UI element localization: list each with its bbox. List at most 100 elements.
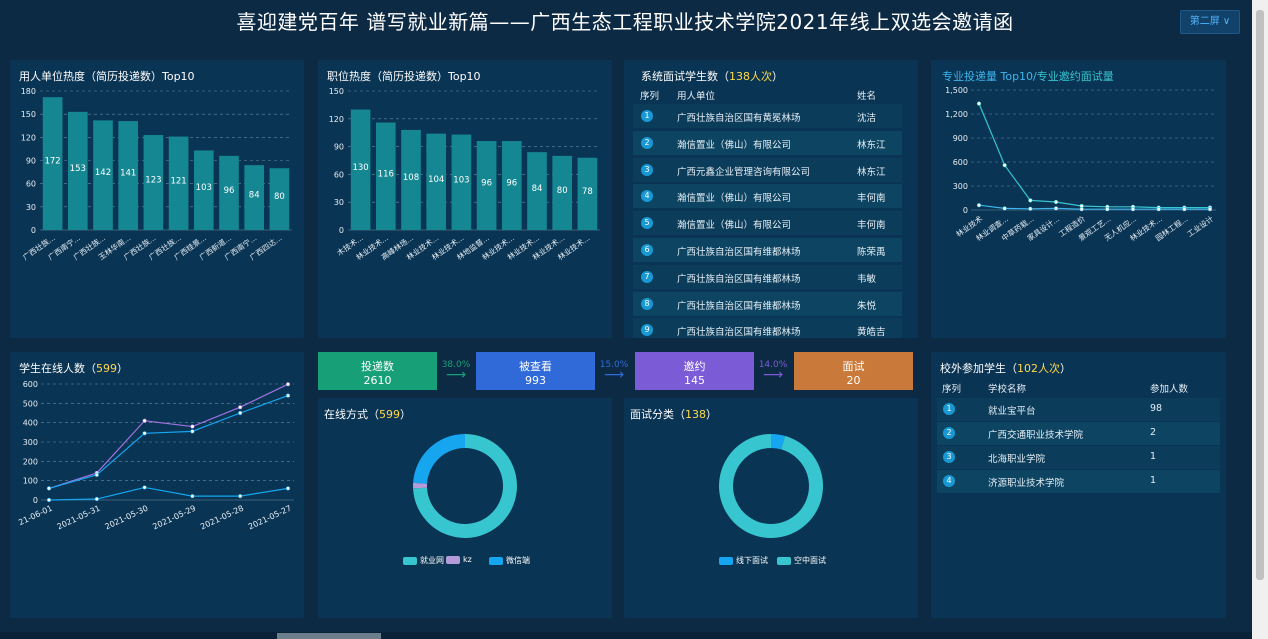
series-line	[978, 204, 1210, 210]
interview-type-donut	[719, 434, 823, 538]
major-panel: 专业投递量 Top10/专业邀约面试量 0 300 600 900 1,200 1,500…	[931, 60, 1226, 338]
legend-item[interactable]: 线下面试	[719, 555, 768, 566]
funnel-step-label: 邀约	[683, 360, 706, 373]
y-tick-label: 500	[23, 399, 38, 408]
legend-label: 就业网	[420, 556, 444, 565]
bar	[269, 168, 290, 230]
table-row[interactable]: 4 济源职业技术学院 1	[937, 470, 1220, 493]
company-cell: 广西壮族自治区国有维都林场	[677, 300, 801, 312]
company-cell: 广西壮族自治区国有黄冕林场	[677, 113, 801, 124]
bar-value-label: 141	[120, 169, 136, 179]
funnel-step-1[interactable]: 投递数 2610	[318, 352, 437, 390]
horizontal-scrollbar-thumb[interactable]	[277, 633, 381, 639]
legend-item[interactable]: kz	[446, 555, 472, 564]
table-row[interactable]: 1 广西壮族自治区国有黄冕林场 沈洁	[633, 104, 902, 128]
legend-label: 空中面试	[794, 556, 826, 565]
row-index-badge: 1	[943, 403, 955, 415]
table-row[interactable]: 6 广西壮族自治区国有维都林场 陈荣禹	[633, 238, 902, 262]
bar	[143, 135, 164, 230]
employer-heat-panel: 用人单位热度（简历投递数）Top10 0 30 60 90 120 150 180 172 广西…	[10, 60, 304, 338]
series-line	[48, 486, 289, 501]
table-row[interactable]: 2 瀚信置业（佛山）有限公司 林东江	[633, 130, 902, 155]
funnel-step-value: 20	[846, 374, 861, 387]
bar-value-label: 80	[557, 186, 568, 196]
funnel-step-label: 投递数	[361, 360, 394, 373]
table-row[interactable]: 3 广西元鑫企业管理咨询有限公司 林东江	[633, 157, 902, 182]
name-cell: 黄皓吉	[857, 327, 886, 338]
legend-swatch	[489, 556, 503, 565]
legend-item[interactable]: 就业网	[403, 555, 444, 566]
legend-item[interactable]: 微信端	[489, 555, 530, 566]
donut-slice	[719, 434, 823, 538]
count-cell: 1	[1150, 451, 1157, 462]
data-point	[238, 410, 243, 416]
y-tick-label: 0	[33, 496, 38, 505]
funnel-step-label: 面试	[842, 360, 865, 373]
bar-value-label: 96	[506, 179, 517, 189]
data-point	[1053, 206, 1059, 211]
table-row[interactable]: 4 瀚信置业（佛山）有限公司 丰何南	[633, 184, 902, 209]
row-index-badge: 2	[641, 136, 653, 149]
bar-value-label: 84	[532, 184, 543, 194]
table-row[interactable]: 5 瀚信置业（佛山）有限公司 丰何南	[633, 211, 902, 236]
funnel-step-3[interactable]: 邀约 145	[635, 352, 754, 390]
data-point	[94, 496, 99, 502]
bar	[476, 141, 497, 230]
online-method-panel: 在线方式（599） 就业网 kz 微信端	[318, 398, 612, 618]
horizontal-scrollbar[interactable]	[0, 632, 1252, 639]
bar-value-label: 172	[44, 157, 60, 167]
data-point	[46, 486, 52, 491]
x-tick-label: 工业设计	[1185, 213, 1216, 239]
table-row[interactable]: 8 广西壮族自治区国有维都林场 朱悦	[633, 291, 902, 316]
row-index-badge: 5	[641, 217, 653, 230]
count-cell: 98	[1150, 403, 1163, 414]
bar-value-label: 116	[378, 169, 394, 179]
bar	[451, 134, 472, 230]
column-header-school: 学校名称	[988, 384, 1027, 395]
column-header-company: 用人单位	[677, 91, 716, 102]
data-point	[142, 431, 147, 436]
data-point	[190, 424, 195, 429]
conversion-rate-label: 15.0%	[599, 360, 629, 370]
online-students-panel: 学生在线人数（599） 0 100 200 300 400 500 600 21-06-01 2…	[10, 352, 304, 618]
vertical-scrollbar-thumb[interactable]	[1256, 10, 1264, 580]
table-row[interactable]: 3 北海职业学院 1	[937, 446, 1220, 469]
legend-swatch	[446, 555, 460, 564]
data-point	[1105, 207, 1110, 212]
x-tick-label: 2021-05-31	[56, 504, 102, 532]
bar-value-label: 84	[249, 191, 260, 201]
employer-heat-chart: 0306090120150180172广西壮族...153广西南宁...142广…	[21, 87, 292, 262]
y-tick-label: 1,200	[945, 110, 968, 119]
x-tick-label: 2021-05-30	[103, 504, 149, 532]
y-tick-label: 180	[21, 87, 36, 96]
y-tick-label: 120	[329, 115, 344, 124]
column-header-name: 姓名	[857, 91, 877, 102]
data-point	[285, 486, 291, 491]
y-tick-label: 30	[26, 203, 36, 212]
funnel-step-2[interactable]: 被查看 993	[476, 352, 595, 390]
y-tick-label: 1,500	[945, 86, 968, 95]
bar-value-label: 96	[224, 186, 235, 196]
funnel-step-value: 2610	[363, 374, 392, 387]
funnel-step-4[interactable]: 面试 20	[794, 352, 913, 390]
screen-switch-button[interactable]: 第二屏 ∨	[1180, 10, 1240, 34]
bar	[42, 97, 63, 230]
legend-swatch	[719, 556, 733, 565]
table-row[interactable]: 9 广西壮族自治区国有维都林场 黄皓吉	[633, 318, 902, 338]
bar	[577, 157, 598, 230]
arrow-icon: ⟶	[762, 367, 784, 383]
count-cell: 2	[1150, 427, 1157, 438]
table-row[interactable]: 1 就业宝平台 98	[937, 398, 1220, 421]
vertical-scrollbar[interactable]	[1252, 0, 1268, 639]
legend-item[interactable]: 空中面试	[777, 555, 826, 566]
row-index-badge: 4	[641, 190, 653, 203]
table-row[interactable]: 7 广西壮族自治区国有维都林场 韦敏	[633, 264, 902, 289]
row-index-badge: 2	[943, 427, 955, 439]
row-index-badge: 3	[943, 451, 955, 463]
funnel-step-label: 被查看	[519, 360, 552, 373]
conversion-rate: 38.0% ⟶	[439, 360, 473, 383]
conversion-rate: 14.0% ⟶	[756, 360, 790, 383]
table-row[interactable]: 2 广西交通职业技术学院 2	[937, 422, 1220, 445]
y-tick-label: 0	[339, 226, 344, 235]
arrow-icon: ⟶	[445, 367, 467, 383]
